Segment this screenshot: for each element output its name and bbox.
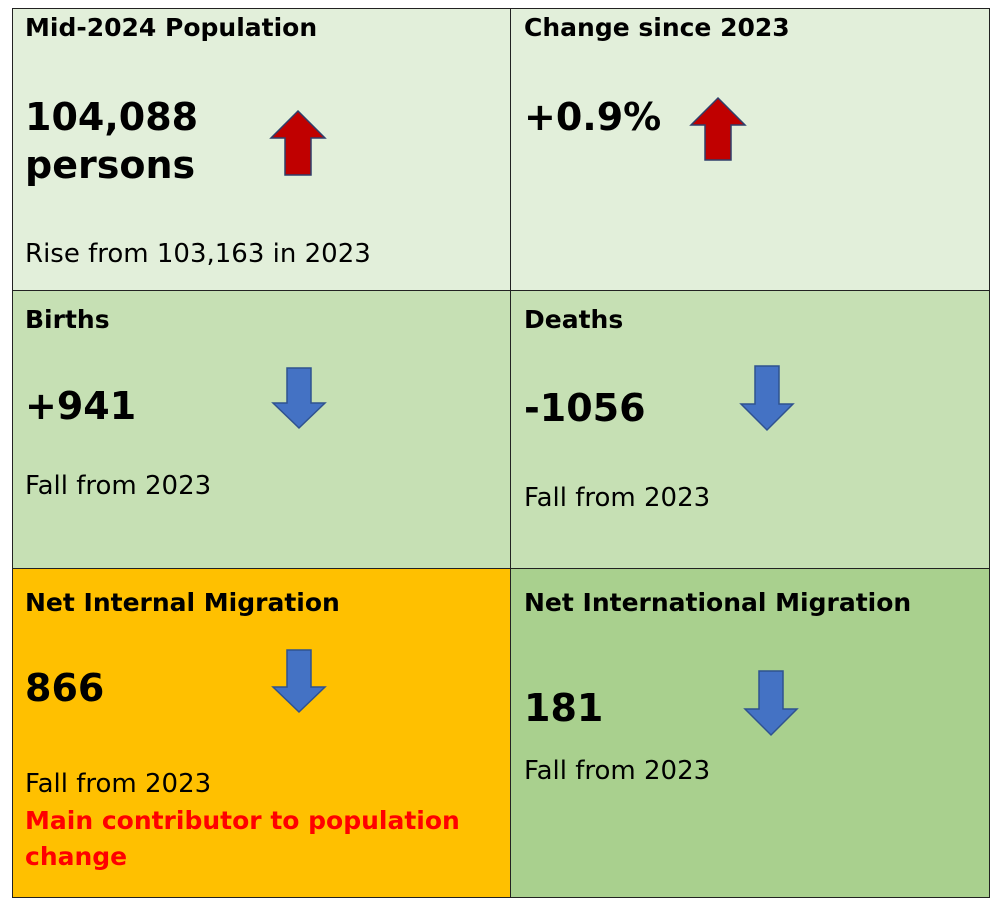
cell-value: 104,088 [25, 95, 199, 139]
cell-title: Deaths [524, 305, 624, 334]
up-arrow [269, 109, 327, 176]
cell-title: Mid-2024 Population [25, 13, 318, 42]
down-arrow [743, 670, 799, 737]
cell-value: +941 [25, 384, 137, 428]
cell-note: Fall from 2023 [524, 483, 711, 513]
cell-value: 866 [25, 666, 105, 710]
down-arrow [271, 649, 327, 714]
cell-value-unit: persons [25, 143, 196, 187]
cell-value: 181 [524, 686, 604, 730]
down-arrow [271, 367, 327, 430]
cell-note: Fall from 2023 [25, 471, 212, 501]
cell [510, 8, 990, 291]
cell-note: Rise from 103,163 in 2023 [25, 239, 371, 269]
cell-title: Net Internal Migration [25, 588, 340, 617]
cell [12, 8, 511, 291]
down-arrow [739, 365, 795, 432]
cell [510, 568, 990, 898]
cell-highlight: Main contributor to population change [25, 806, 460, 871]
cell-title: Change since 2023 [524, 13, 790, 42]
up-arrow [689, 96, 747, 161]
cell-value: +0.9% [524, 95, 662, 139]
page: Mid-2024 Population 104,088 persons Rise… [12, 8, 990, 898]
cell-note: Fall from 2023 [524, 756, 711, 786]
cell-value: -1056 [524, 386, 646, 430]
cell-title: Births [25, 305, 110, 334]
cell-title: Net International Migration [524, 588, 912, 617]
cell [12, 568, 511, 898]
cell [12, 290, 511, 569]
cell-note: Fall from 2023 [25, 769, 212, 799]
